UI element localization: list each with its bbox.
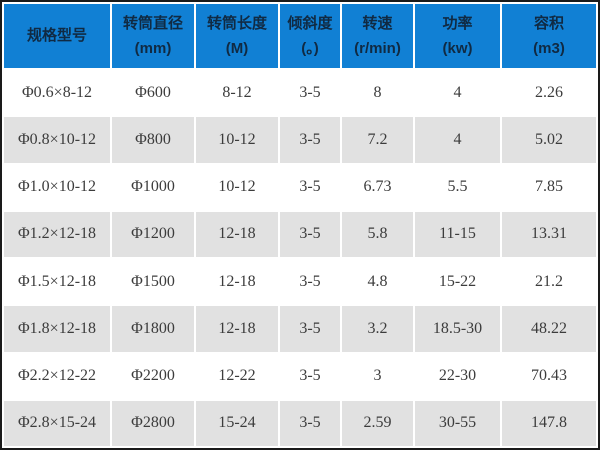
header-label: 规格型号: [26, 27, 87, 44]
header-unit: (M): [225, 40, 249, 57]
cell-rotation-speed: 2.59: [342, 400, 413, 446]
cell-inclination: 3-5: [280, 164, 340, 210]
cell-power: 30-55: [415, 400, 500, 446]
cell-drum-diameter: Φ2200: [112, 353, 194, 399]
cell-rotation-speed: 7.2: [342, 117, 413, 163]
cell-volume: 70.43: [502, 353, 596, 399]
header-label: 转筒直径: [122, 15, 183, 32]
header-inclination: 倾斜度 (。): [280, 4, 340, 68]
header-label: 转速: [362, 15, 393, 32]
cell-inclination: 3-5: [280, 117, 340, 163]
header-rotation-speed: 转速 (r/min): [342, 4, 413, 68]
cell-drum-length: 15-24: [196, 400, 278, 446]
cell-rotation-speed: 3.2: [342, 306, 413, 352]
cell-power: 5.5: [415, 164, 500, 210]
header-row: 规格型号 转筒直径 (mm) 转筒长度 (M) 倾斜度 (。) 转速 (r/mi…: [4, 4, 596, 68]
cell-spec-model: Φ2.8×15-24: [4, 400, 110, 446]
cell-volume: 21.2: [502, 259, 596, 305]
table-row: Φ0.8×10-12 Φ800 10-12 3-5 7.2 4 5.02: [4, 117, 596, 163]
table-row: Φ1.5×12-18 Φ1500 12-18 3-5 4.8 15-22 21.…: [4, 259, 596, 305]
cell-volume: 5.02: [502, 117, 596, 163]
cell-spec-model: Φ0.8×10-12: [4, 117, 110, 163]
cell-inclination: 3-5: [280, 306, 340, 352]
cell-inclination: 3-5: [280, 400, 340, 446]
cell-drum-diameter: Φ1500: [112, 259, 194, 305]
header-unit: (kw): [442, 40, 473, 57]
cell-drum-length: 10-12: [196, 164, 278, 210]
cell-inclination: 3-5: [280, 353, 340, 399]
cell-rotation-speed: 8: [342, 70, 413, 116]
cell-drum-length: 12-22: [196, 353, 278, 399]
cell-volume: 48.22: [502, 306, 596, 352]
header-label: 容积: [533, 15, 564, 32]
cell-power: 15-22: [415, 259, 500, 305]
cell-drum-length: 8-12: [196, 70, 278, 116]
header-label: 功率: [442, 15, 473, 32]
cell-power: 4: [415, 70, 500, 116]
cell-spec-model: Φ1.8×12-18: [4, 306, 110, 352]
cell-power: 22-30: [415, 353, 500, 399]
header-spec-model: 规格型号: [4, 4, 110, 68]
cell-drum-length: 12-18: [196, 306, 278, 352]
header-drum-diameter: 转筒直径 (mm): [112, 4, 194, 68]
cell-rotation-speed: 5.8: [342, 211, 413, 257]
header-power: 功率 (kw): [415, 4, 500, 68]
cell-inclination: 3-5: [280, 259, 340, 305]
header-label: 转筒长度: [206, 15, 267, 32]
table-row: Φ1.2×12-18 Φ1200 12-18 3-5 5.8 11-15 13.…: [4, 211, 596, 257]
cell-drum-diameter: Φ2800: [112, 400, 194, 446]
cell-inclination: 3-5: [280, 70, 340, 116]
cell-drum-diameter: Φ1200: [112, 211, 194, 257]
cell-power: 18.5-30: [415, 306, 500, 352]
cell-drum-diameter: Φ800: [112, 117, 194, 163]
cell-rotation-speed: 4.8: [342, 259, 413, 305]
header-unit: (r/min): [354, 40, 401, 57]
table-header: 规格型号 转筒直径 (mm) 转筒长度 (M) 倾斜度 (。) 转速 (r/mi…: [4, 4, 596, 68]
table-row: Φ1.0×10-12 Φ1000 10-12 3-5 6.73 5.5 7.85: [4, 164, 596, 210]
cell-drum-length: 10-12: [196, 117, 278, 163]
table-row: Φ2.2×12-22 Φ2200 12-22 3-5 3 22-30 70.43: [4, 353, 596, 399]
cell-spec-model: Φ1.2×12-18: [4, 211, 110, 257]
cell-spec-model: Φ2.2×12-22: [4, 353, 110, 399]
cell-drum-diameter: Φ1800: [112, 306, 194, 352]
cell-rotation-speed: 6.73: [342, 164, 413, 210]
cell-power: 4: [415, 117, 500, 163]
cell-rotation-speed: 3: [342, 353, 413, 399]
header-volume: 容积 (m3): [502, 4, 596, 68]
cell-spec-model: Φ1.5×12-18: [4, 259, 110, 305]
cell-drum-length: 12-18: [196, 259, 278, 305]
cell-power: 11-15: [415, 211, 500, 257]
cell-volume: 147.8: [502, 400, 596, 446]
table-row: Φ0.6×8-12 Φ600 8-12 3-5 8 4 2.26: [4, 70, 596, 116]
header-unit: (m3): [533, 40, 565, 57]
table-row: Φ2.8×15-24 Φ2800 15-24 3-5 2.59 30-55 14…: [4, 400, 596, 446]
header-drum-length: 转筒长度 (M): [196, 4, 278, 68]
cell-volume: 13.31: [502, 211, 596, 257]
cell-drum-diameter: Φ600: [112, 70, 194, 116]
cell-spec-model: Φ1.0×10-12: [4, 164, 110, 210]
header-label: 倾斜度: [287, 15, 333, 32]
table-body: Φ0.6×8-12 Φ600 8-12 3-5 8 4 2.26 Φ0.8×10…: [4, 70, 596, 446]
header-unit: (。): [301, 40, 319, 57]
header-unit: (mm): [134, 40, 172, 57]
cell-drum-length: 12-18: [196, 211, 278, 257]
cell-drum-diameter: Φ1000: [112, 164, 194, 210]
cell-spec-model: Φ0.6×8-12: [4, 70, 110, 116]
cell-volume: 2.26: [502, 70, 596, 116]
cell-inclination: 3-5: [280, 211, 340, 257]
table-row: Φ1.8×12-18 Φ1800 12-18 3-5 3.2 18.5-30 4…: [4, 306, 596, 352]
cell-volume: 7.85: [502, 164, 596, 210]
